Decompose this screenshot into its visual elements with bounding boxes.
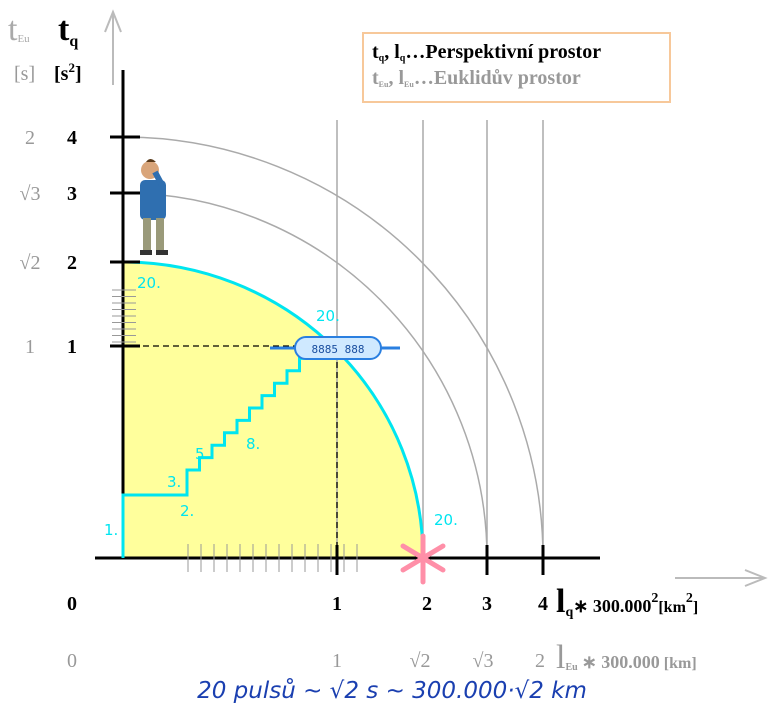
x-q-tick: 1 [332, 593, 342, 615]
arc [122, 136, 544, 559]
x-eu-tick: √3 [473, 650, 494, 672]
sup: 2 [68, 60, 75, 75]
ship: 8885 888 [270, 336, 400, 360]
x-q-tick: 0 [67, 593, 77, 615]
y-eu-tick: 1 [25, 336, 35, 358]
y-q-unit: [s2] [54, 60, 82, 85]
legend-eu: tEu, lEu…Euklidův prostor [372, 67, 581, 89]
factor: ∗ 300.000 [582, 652, 660, 672]
factor: ∗ 300.000 [573, 596, 651, 616]
symbol: t [8, 11, 18, 48]
x-q-label: lq∗ 300.0002[km2] [556, 583, 698, 620]
step-label: 8. [246, 435, 260, 453]
unit: [km] [664, 655, 697, 672]
step-label: 20. [316, 307, 340, 325]
symbol: l [556, 583, 565, 620]
step-label: 3. [167, 473, 181, 491]
minor-ticks [112, 289, 358, 572]
step-label: 20. [137, 274, 161, 292]
caption: 20 pulsů ~ √2 s ~ 300.000·√2 km [197, 677, 587, 704]
text: …Euklidův prostor [414, 67, 581, 89]
legend-box [362, 32, 671, 103]
y-q-tick: 3 [67, 183, 77, 205]
y-eu-label: tEu [8, 11, 30, 48]
y-q-tick: 4 [67, 127, 77, 149]
x-eu-tick: √2 [410, 650, 431, 672]
sub: q [565, 605, 573, 620]
sup: 2 [651, 591, 658, 606]
sub: q [400, 53, 406, 64]
step-label: 20. [434, 511, 458, 529]
sub: Eu [565, 662, 578, 673]
text: …Perspektivní prostor [405, 41, 601, 63]
step-label: 2. [180, 502, 194, 520]
y-eu-unit: [s] [14, 63, 35, 85]
x-q-tick: 4 [538, 593, 548, 615]
sep: , [384, 41, 394, 63]
symbol: l [556, 639, 565, 676]
l: l [394, 41, 400, 63]
x-eu-tick: 0 [67, 650, 77, 672]
y-q-tick: 2 [67, 252, 77, 274]
staircase [121, 346, 314, 558]
t: t [372, 41, 379, 63]
arc [122, 192, 488, 559]
person [140, 159, 168, 255]
y-eu-tick: 2 [25, 127, 35, 149]
l: l [398, 67, 404, 89]
x-q-tick: 2 [422, 593, 432, 615]
step-label: 5. [195, 445, 209, 463]
y-eu-tick: √2 [20, 252, 41, 274]
y-q-tick: 1 [67, 336, 77, 358]
y-q-label: tq [58, 11, 78, 50]
unit: [s [54, 63, 69, 85]
t: t [372, 67, 379, 89]
star [400, 533, 446, 585]
sup: 2 [686, 591, 693, 606]
x-q-tick: 3 [482, 593, 492, 615]
sep: , [388, 67, 398, 89]
sub: Eu [404, 80, 414, 89]
x-eu-tick: 2 [535, 650, 545, 672]
unit-end: ] [75, 63, 82, 85]
unit-end: ] [693, 599, 698, 616]
symbol: t [58, 11, 70, 48]
sub: q [69, 33, 78, 50]
region [123, 262, 423, 558]
arrow [104, 9, 122, 85]
sub: Eu [17, 33, 30, 45]
arrow [675, 569, 768, 587]
x-eu-label: lEu ∗ 300.000 [km] [556, 639, 697, 676]
ship-label: 8885 888 [312, 343, 365, 356]
step-label: 1. [104, 521, 118, 539]
unit: [km [658, 599, 686, 616]
y-eu-tick: √3 [20, 183, 41, 205]
x-eu-tick: 1 [332, 650, 342, 672]
sub: q [379, 53, 385, 64]
sub: Eu [379, 80, 389, 89]
legend-q: tq, lq…Perspektivní prostor [372, 41, 601, 64]
